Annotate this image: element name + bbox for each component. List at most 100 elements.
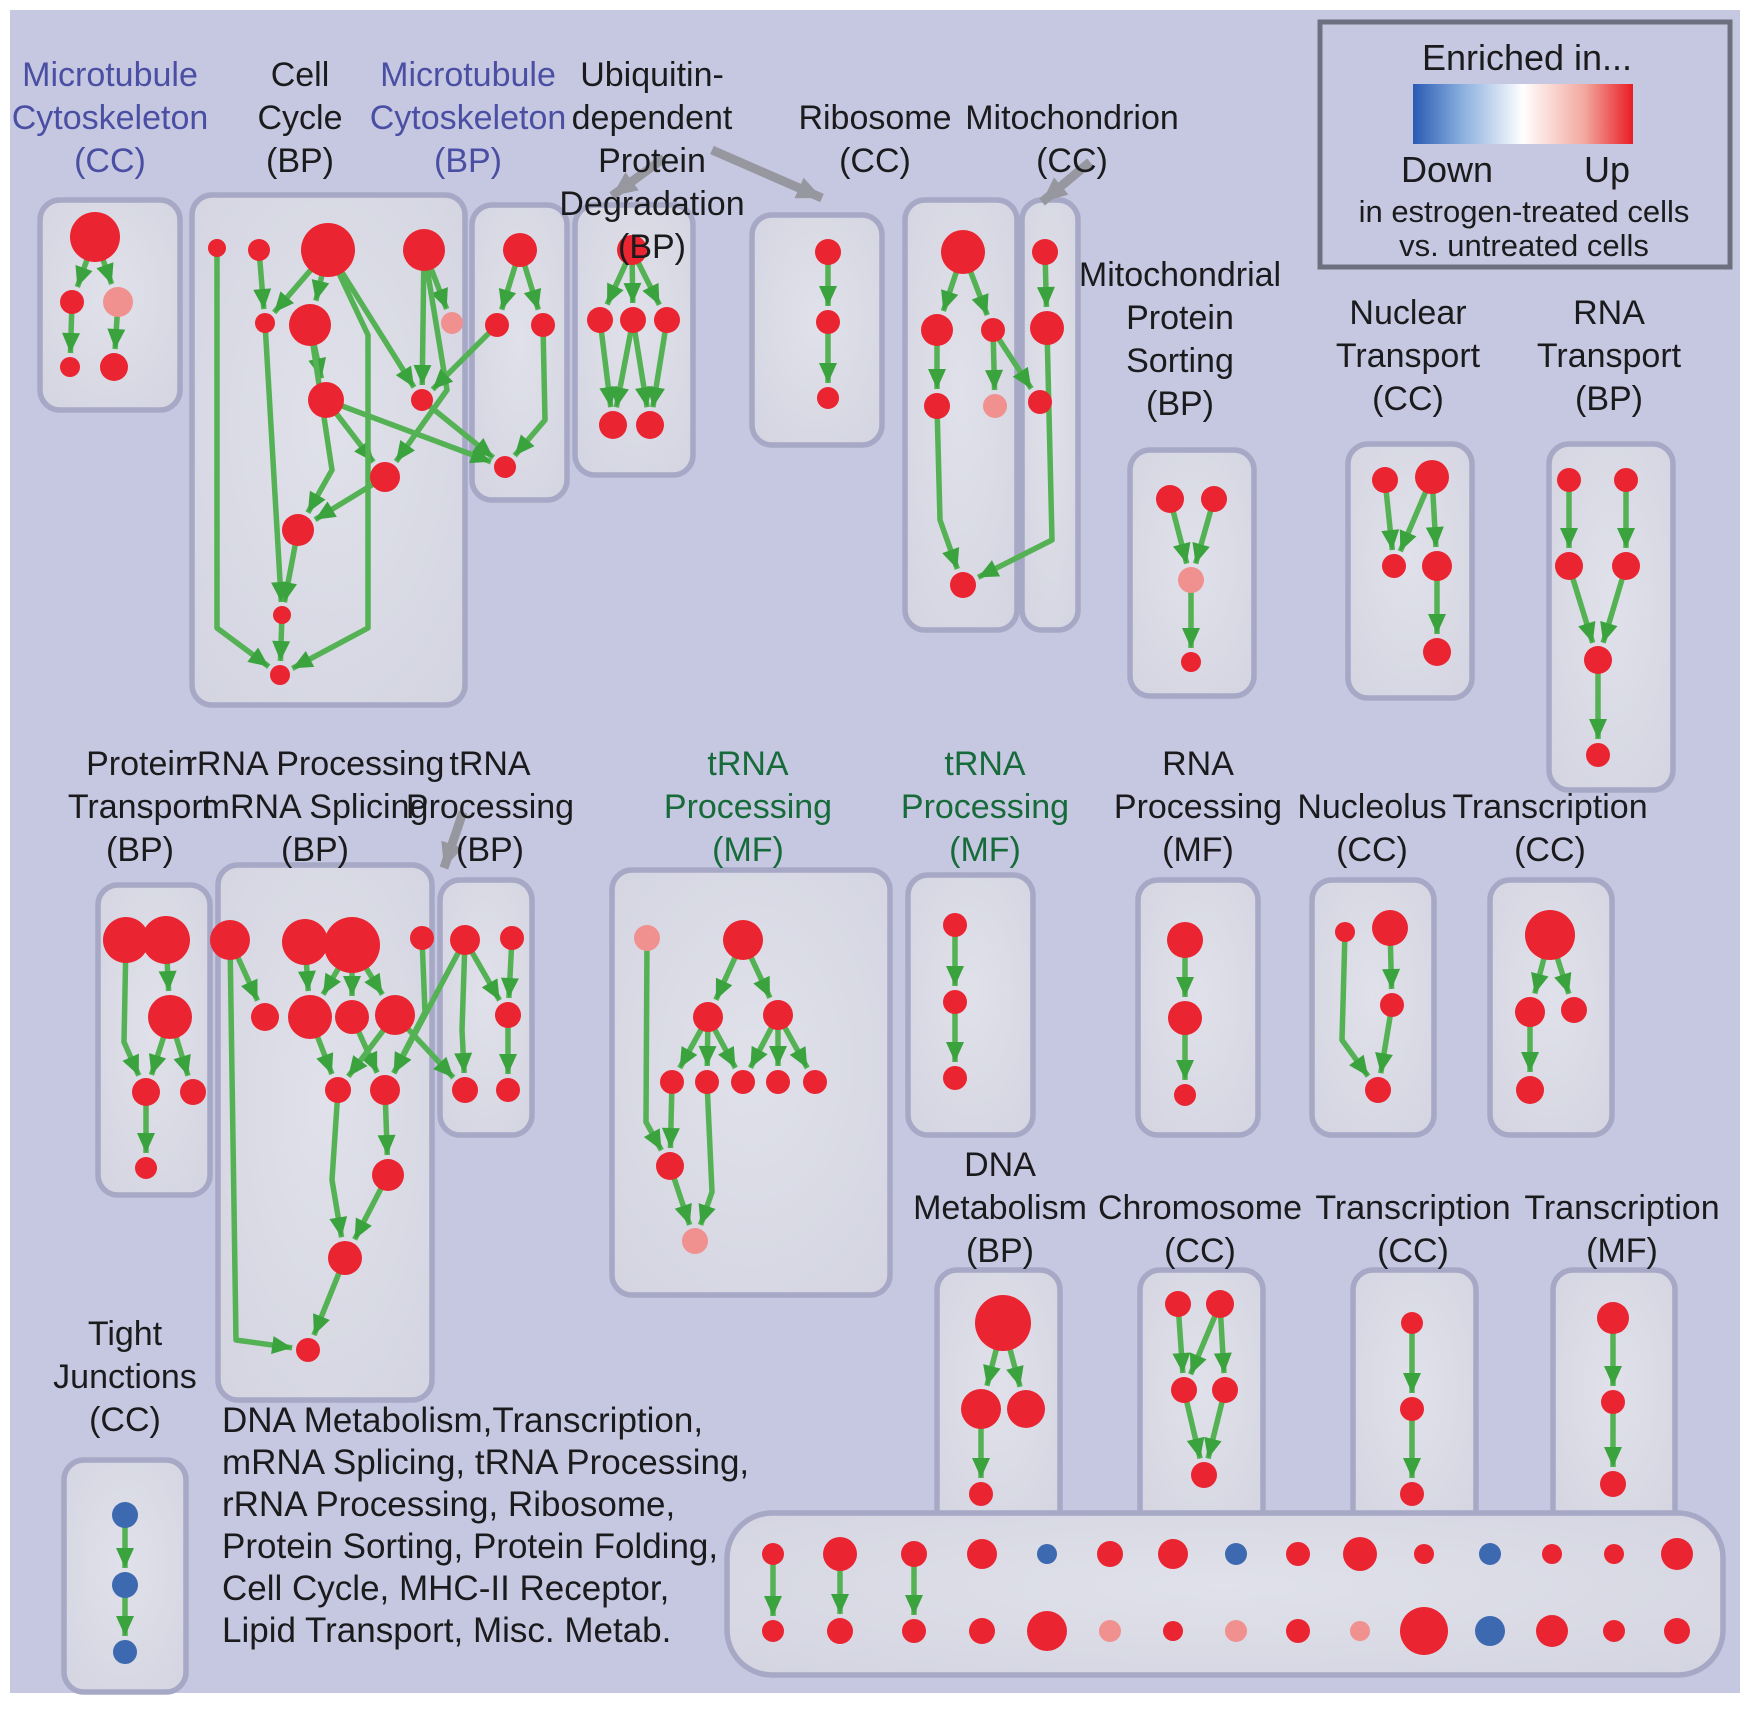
cluster-label-rna-transport-bp: RNA Transport (BP) [1537,294,1682,418]
cluster-label-nucleolus-cc: Nucleolus (CC) [1297,788,1446,869]
edge-cross-cluster [427,403,496,460]
edge-nuclear-transport-cc [1397,489,1429,553]
node-transcription-mf-2 [1600,1471,1626,1497]
edge-trna-processing-mf-1 [711,1027,738,1070]
cluster-box-trna-processing-mf-2 [905,872,1036,1138]
edge-cross-cluster [430,330,492,392]
edge-chromosome-cc [1183,1400,1205,1460]
node-nucleolus-cc-0 [1335,922,1355,942]
node-nucleolus-cc-2 [1380,993,1404,1017]
edge-nucleolus-cc [1375,1014,1394,1074]
node-trna-processing-bp-0 [450,925,480,955]
edge-nuclear-transport-cc [1381,490,1400,551]
node-misc-metabolism-group-26 [1475,1616,1505,1646]
edge-mitochondrial-protein-sorting-bp [1170,509,1191,565]
node-misc-metabolism-group-25 [1400,1607,1448,1655]
cluster-box-chromosome-cc [1137,1267,1266,1535]
edge-nucleolus-cc [1382,943,1401,990]
edge-protein-transport-bp [148,1035,167,1076]
node-rna-transport-bp-1 [1614,468,1638,492]
cluster-box-ubiquitin-degradation-chain [749,212,885,448]
node-mitochondrion-cc-1 [1030,311,1064,345]
edge-rna-transport-bp [1600,576,1626,644]
node-ubiquitin-dependent-protein-degradation-bp-4 [599,411,627,439]
node-trna-processing-mf-1-1 [723,920,763,960]
node-rna-transport-bp-3 [1612,552,1640,580]
annotation-arrow [439,810,468,870]
node-trna-processing-mf-1-9 [656,1152,684,1180]
node-rrna-processing-mrna-splicing-bp-1 [282,919,328,965]
node-transcription-cc-1-0 [1525,910,1575,960]
edge-rrna-processing-mrna-splicing-bp [346,1027,387,1079]
node-misc-metabolism-group-13 [1604,1544,1624,1564]
edge-rrna-processing-mrna-splicing-bp [329,1100,348,1238]
node-rrna-processing-mrna-splicing-bp-5 [288,995,332,1039]
node-nuclear-transport-cc-3 [1422,551,1452,581]
legend-subtitle-2: vs. untreated cells [1399,228,1649,263]
node-chromosome-cc-4 [1191,1462,1217,1488]
edge-trna-processing-bp [500,947,519,999]
node-dna-metabolism-bp-3 [969,1482,993,1506]
cluster-label-mitochondrial-protein-sorting-bp: Mitochondrial Protein Sorting (BP) [1079,256,1281,423]
cluster-label-chromosome-cc: Chromosome (CC) [1098,1189,1302,1270]
node-nuclear-transport-cc-4 [1423,638,1451,666]
node-transcription-cc-1-3 [1516,1076,1544,1104]
legend-down-label: Down [1401,149,1493,190]
edge-rrna-processing-mrna-splicing-bp [320,966,342,996]
cluster-label-trna-processing-mf-2: tRNA Processing (MF) [901,745,1069,869]
node-misc-metabolism-group-12 [1542,1544,1562,1564]
node-cell-cycle-bp-5 [289,304,331,346]
edge-mitochondrial-protein-sorting-bp [1192,508,1214,565]
edge-rna-transport-bp [1569,576,1596,644]
node-mitochondrion-cc-2 [1028,390,1052,414]
edge-trna-processing-mf-1 [697,1091,716,1226]
node-microtubule-cytoskeleton-bp-3 [494,456,516,478]
node-misc-metabolism-group-21 [1163,1621,1183,1641]
edge-microtubule-cytoskeleton-bp [521,263,542,311]
node-microtubule-cytoskeleton-cc-0 [70,212,120,262]
node-microtubule-cytoskeleton-cc-3 [60,357,80,377]
node-trna-processing-mf-1-3 [763,1000,793,1030]
node-ribosome-cc-5 [950,572,976,598]
edge-cell-cycle-bp [291,271,371,671]
node-protein-transport-bp-0 [103,917,149,963]
nodes [60,212,1693,1664]
cluster-label-ribosome-cc: Ribosome (CC) [798,99,951,180]
node-rna-processing-mf-0 [1167,922,1203,958]
node-trna-processing-bp-1 [500,926,524,950]
node-transcription-cc-2-2 [1400,1482,1424,1506]
node-misc-metabolism-group-6 [1158,1539,1188,1569]
node-misc-metabolism-group-18 [969,1618,995,1644]
edge-transcription-cc-1 [1554,956,1572,995]
node-protein-transport-bp-1 [142,916,190,964]
edges [62,145,1635,1636]
node-nucleolus-cc-1 [1372,910,1408,946]
legend-subtitle-1: in estrogen-treated cells [1359,194,1690,229]
node-ubiquitin-dependent-protein-degradation-bp-0 [617,235,647,265]
node-cell-cycle-bp-0 [208,239,226,257]
node-cell-cycle-bp-4 [255,313,275,333]
node-nuclear-transport-cc-1 [1415,460,1449,494]
diagram-root: Microtubule Cytoskeleton (CC) Cell Cycle (BP)… [12,56,1726,1695]
node-misc-metabolism-group-23 [1286,1619,1310,1643]
node-misc-metabolism-group-28 [1603,1620,1625,1642]
node-microtubule-cytoskeleton-bp-0 [503,233,537,267]
edge-ribosome-cc [934,416,960,570]
node-misc-metabolism-group-16 [827,1618,853,1644]
edge-cell-cycle-bp [413,268,432,386]
node-misc-metabolism-group-11 [1479,1543,1501,1565]
node-trna-processing-mf-1-0 [634,925,660,951]
edge-rrna-processing-mrna-splicing-bp [363,965,385,996]
edge-dna-metabolism-bp [1006,1347,1024,1388]
annotation-arrow [1039,158,1093,206]
node-cell-cycle-bp-3 [403,229,445,271]
edge-nuclear-transport-cc [1425,491,1444,548]
node-misc-metabolism-group-24 [1350,1621,1370,1641]
node-tight-junctions-cc-1 [112,1572,138,1598]
edge-cross-cluster [391,950,462,1075]
node-mitochondrial-protein-sorting-bp-3 [1181,652,1201,672]
edge-ribosome-cc [985,339,1004,391]
node-misc-metabolism-group-19 [1027,1611,1067,1651]
edge-nucleolus-cc [1339,939,1371,1078]
